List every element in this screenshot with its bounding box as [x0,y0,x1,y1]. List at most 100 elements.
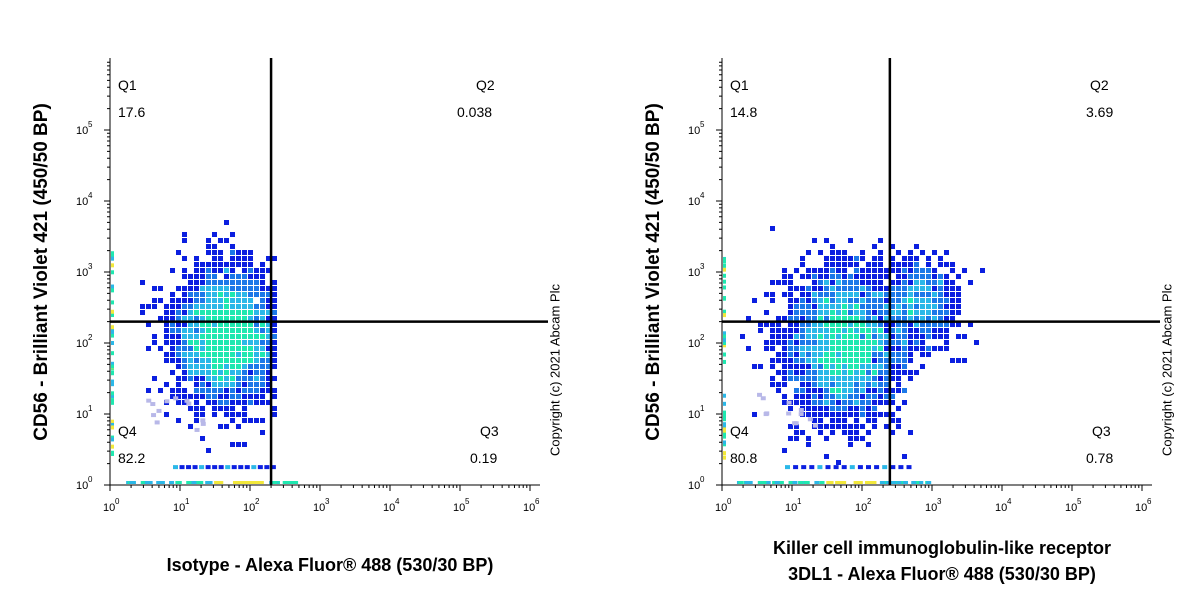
density-cell [866,394,871,399]
density-cell [236,352,241,357]
axis-event-x [772,481,778,484]
low-band-event [874,465,880,470]
density-cell [182,400,187,405]
density-cell [782,352,787,357]
density-cell [902,310,907,315]
density-cell [152,304,157,309]
density-cell [188,352,193,357]
density-cell [878,316,883,321]
density-cell [242,328,247,333]
y-tick-label: 101 [76,404,93,421]
density-cell [854,310,859,315]
density-cell [776,322,781,327]
low-band-event [833,465,839,470]
density-cell [932,328,937,333]
density-cell [794,400,799,405]
density-cell [800,316,805,321]
density-cell [782,382,787,387]
axis-event-y [723,422,726,427]
density-cell [800,364,805,369]
left-x-axis-label: Isotype - Alexa Fluor® 488 (530/30 BP) [100,552,560,578]
density-cell [182,328,187,333]
density-cell [944,250,949,255]
density-cell [812,376,817,381]
density-cell [200,394,205,399]
density-cell [164,322,169,327]
density-cell [764,310,769,315]
density-cell [248,262,253,267]
density-cell [830,418,835,423]
density-cell [248,256,253,261]
density-cell [914,322,919,327]
density-cell [836,412,841,417]
density-cell [830,382,835,387]
density-cell [896,358,901,363]
density-cell [848,298,853,303]
density-cell [896,388,901,393]
density-cell [878,304,883,309]
density-cell [266,364,271,369]
density-cell [260,304,265,309]
density-cell [176,358,181,363]
density-cell [854,430,859,435]
density-cell [260,346,265,351]
density-cell [854,370,859,375]
density-cell [920,352,925,357]
axis-event-y [723,334,726,339]
density-cell [212,298,217,303]
x-tick-exponent: 1 [797,497,802,506]
density-cell [182,304,187,309]
sparse-event [757,392,763,397]
density-cell [812,370,817,375]
density-cell [218,280,223,285]
density-cell [200,322,205,327]
density-cell [782,364,787,369]
density-cell [800,298,805,303]
density-cell [254,286,259,291]
density-cell [902,352,907,357]
density-cell [908,256,913,261]
density-cell [842,364,847,369]
density-cell [968,322,973,327]
x-tick-base: 10 [243,502,255,514]
density-cell [818,316,823,321]
density-cell [194,256,199,261]
density-cell [206,346,211,351]
density-cell [776,316,781,321]
density-cell [818,376,823,381]
density-cell [950,322,955,327]
density-cell [818,358,823,363]
density-cell [830,286,835,291]
density-cell [230,358,235,363]
density-cell [194,346,199,351]
density-cell [254,304,259,309]
density-cell [236,316,241,321]
sparse-event [164,399,170,404]
axis-event-x [902,481,908,484]
density-cell [218,256,223,261]
density-cell [770,322,775,327]
density-cell [194,310,199,315]
density-cell [878,268,883,273]
density-cell [794,298,799,303]
density-cell [140,304,145,309]
density-cell [200,316,205,321]
density-cell [884,370,889,375]
density-cell [224,268,229,273]
low-band-event [849,465,855,470]
density-cell [776,358,781,363]
density-cell [272,358,277,363]
density-cell [866,292,871,297]
density-cell [236,328,241,333]
density-cell [950,268,955,273]
axis-event-y [111,309,114,314]
density-cell [824,298,829,303]
density-cell [272,412,277,417]
density-cell [866,274,871,279]
density-cell [896,280,901,285]
x-tick-base: 10 [313,502,325,514]
density-cell [860,364,865,369]
density-cell [200,406,205,411]
density-cell [272,304,277,309]
density-cell [920,328,925,333]
